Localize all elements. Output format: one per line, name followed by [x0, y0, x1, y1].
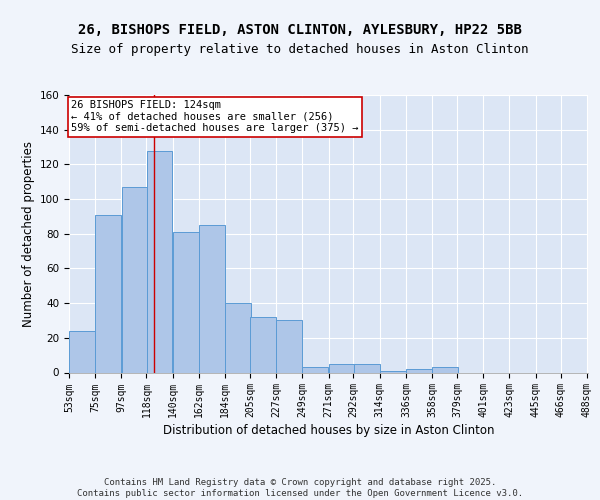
- Bar: [225, 303, 251, 372]
- Bar: [277, 320, 302, 372]
- Text: 26 BISHOPS FIELD: 124sqm
← 41% of detached houses are smaller (256)
59% of semi-: 26 BISHOPS FIELD: 124sqm ← 41% of detach…: [71, 100, 359, 134]
- Bar: [380, 371, 406, 372]
- Bar: [69, 331, 95, 372]
- Text: Contains HM Land Registry data © Crown copyright and database right 2025.
Contai: Contains HM Land Registry data © Crown c…: [77, 478, 523, 498]
- Bar: [122, 187, 148, 372]
- Bar: [432, 368, 458, 372]
- Bar: [95, 214, 121, 372]
- Bar: [329, 364, 355, 372]
- Text: 26, BISHOPS FIELD, ASTON CLINTON, AYLESBURY, HP22 5BB: 26, BISHOPS FIELD, ASTON CLINTON, AYLESB…: [78, 22, 522, 36]
- Bar: [173, 232, 199, 372]
- Text: Size of property relative to detached houses in Aston Clinton: Size of property relative to detached ho…: [71, 42, 529, 56]
- Bar: [353, 364, 380, 372]
- Bar: [146, 150, 172, 372]
- X-axis label: Distribution of detached houses by size in Aston Clinton: Distribution of detached houses by size …: [163, 424, 494, 438]
- Bar: [302, 368, 328, 372]
- Bar: [406, 369, 432, 372]
- Bar: [250, 317, 276, 372]
- Y-axis label: Number of detached properties: Number of detached properties: [22, 141, 35, 327]
- Bar: [199, 225, 225, 372]
